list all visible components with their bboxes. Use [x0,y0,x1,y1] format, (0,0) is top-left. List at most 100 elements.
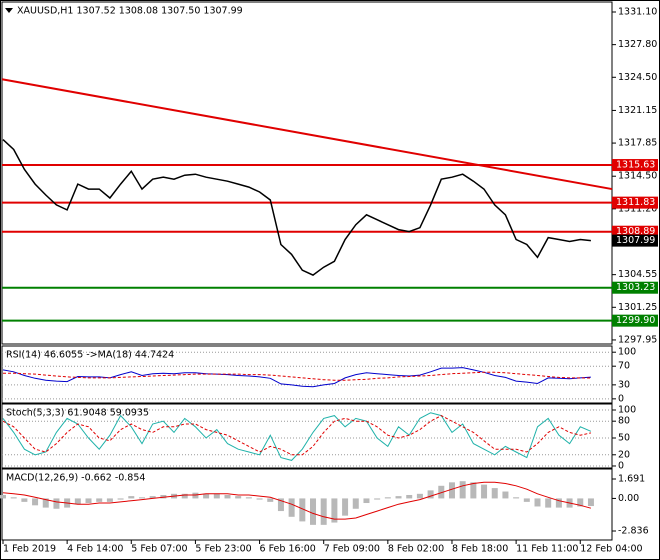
menu-triangle[interactable] [5,8,13,13]
y-tick-label: 20 [618,449,630,460]
level-box [612,159,658,172]
y-tick-label: 1317.85 [618,138,657,149]
level-label: 1299.90 [616,315,655,326]
histogram-bar [534,498,541,507]
y-tick-label: 80 [618,416,630,427]
y-tick-label: 0 [618,460,624,471]
histogram-bar [10,497,17,499]
histogram-bar [352,498,359,509]
histogram-bar [192,492,199,499]
histogram-bar [320,498,327,525]
level-box [612,281,658,294]
histogram-bar [96,498,103,502]
x-tick-label: 8 Feb 18:00 [452,544,508,555]
histogram-bar [181,493,188,499]
histogram-bar [0,494,6,499]
histogram-bar [213,493,220,499]
histogram-bar [545,498,552,508]
panel [1,1,613,345]
y-tick-label: 100 [618,404,636,415]
histogram-bar [395,496,402,499]
histogram-bar [374,498,381,500]
panel-title: RSI(14) 46.6055 ->MA(18) 44.7424 [6,350,174,361]
level-label: 1311.83 [616,197,655,208]
histogram-bar [416,493,423,499]
histogram-bar [224,494,231,499]
y-tick-label: 0 [618,393,624,404]
panel [1,468,613,541]
histogram-bar [32,498,39,506]
panel [1,345,613,404]
histogram-bar [53,498,60,509]
x-tick-label: 11 Feb 11:00 [516,544,578,555]
histogram-bar [331,498,338,523]
histogram-bar [235,496,242,499]
x-tick-label: 6 Feb 16:00 [260,544,316,555]
x-tick-label: 4 Feb 14:00 [67,544,123,555]
x-tick-label: 8 Feb 02:00 [388,544,444,555]
y-tick-label: 1.691 [618,473,645,484]
histogram-bar [384,497,391,499]
histogram-bar [106,498,113,502]
histogram-bar [470,482,477,499]
panel-title: Stoch(5,3,3) 61.9048 59.0935 [6,408,149,419]
x-tick-label: 12 Feb 04:00 [580,544,642,555]
histogram-bar [448,482,455,499]
series-line [3,371,591,381]
histogram-bar [245,497,252,499]
histogram-bar [21,498,28,502]
y-tick-label: 70 [618,361,630,372]
histogram-bar [523,498,530,502]
x-tick-label: 1 Feb 2019 [3,544,56,555]
histogram-bar [363,498,370,504]
histogram-bar [406,494,413,499]
x-tick-label: 5 Feb 07:00 [131,544,187,555]
y-tick-label: 0.00 [618,493,639,504]
histogram-bar [438,485,445,499]
y-tick-label: 1304.55 [618,269,657,280]
y-tick-label: 1311.20 [618,203,657,214]
histogram-bar [427,490,434,499]
y-tick-label: 1314.50 [618,171,657,182]
histogram-bar [513,497,520,499]
histogram-bar [203,493,210,499]
histogram-bar [256,498,263,500]
last-price-label: 1307.99 [616,235,655,246]
histogram-bar [85,498,92,504]
histogram-bar [310,498,317,525]
trend-line [1,78,613,191]
level-box [612,314,658,327]
level-box [612,196,658,209]
histogram-bar [288,498,295,517]
histogram-bar [459,481,466,499]
panel-title: XAUUSD,H1 1307.52 1308.08 1307.50 1307.9… [17,6,243,17]
level-label: 1308.89 [616,226,655,237]
histogram-bar [74,498,81,505]
histogram-bar [267,498,274,502]
y-tick-label: 100 [618,347,636,358]
x-tick-label: 5 Feb 23:00 [195,544,251,555]
histogram-bar [128,496,135,499]
histogram-bar [481,484,488,499]
x-tick-label: 7 Feb 09:00 [324,544,380,555]
y-tick-label: 1331.10 [618,6,657,17]
histogram-bar [502,491,509,499]
y-tick-label: 1297.95 [618,334,657,345]
y-tick-label: 1321.15 [618,105,657,116]
histogram-bar [587,498,594,507]
histogram-bar [277,498,284,512]
histogram-bar [555,498,562,508]
histogram-bar [342,498,349,516]
last-price-box [612,234,658,247]
series-line [2,367,591,388]
y-tick-label: 50 [618,432,630,443]
level-label: 1303.23 [616,282,655,293]
histogram-bar [299,498,306,522]
histogram-bar [117,498,124,500]
y-tick-label: -2.836 [618,526,649,537]
panel [1,403,613,469]
histogram-bar [160,494,167,499]
y-tick-label: 1324.50 [618,72,657,83]
histogram-bar [491,488,498,499]
